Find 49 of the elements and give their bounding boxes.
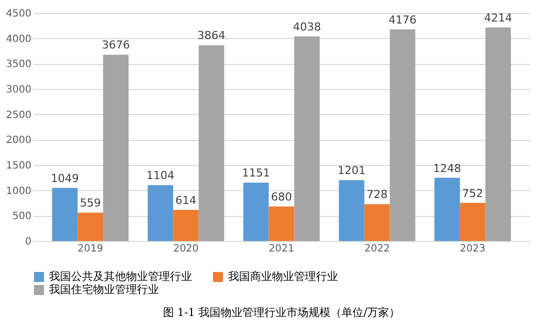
data-label: 752 [462,186,484,200]
bar [294,36,320,241]
data-label: 1049 [50,172,79,185]
bar [173,210,199,241]
bar [364,204,390,241]
legend-label: 我国商业物业管理行业 [228,270,338,283]
bar [198,45,224,241]
x-tick-label: 2020 [173,244,199,254]
y-tick-label: 1500 [6,160,32,172]
y-tick-label: 500 [12,211,32,222]
caption: 图 1-1 我国物业管理行业市场规模（单位/万家） [162,306,400,319]
data-label: 1104 [146,169,174,182]
data-label: 1151 [242,166,270,180]
data-label: 4038 [292,20,321,34]
data-label: 4176 [388,13,417,26]
bar [103,54,129,241]
y-tick-label: 1000 [6,186,32,197]
bar [52,188,78,241]
legend-label: 我国公共及其他物业管理行业 [49,270,192,283]
y-tick-label: 4500 [6,8,32,20]
data-label: 1248 [433,162,462,175]
data-label: 559 [80,196,101,210]
bar [390,29,416,241]
data-label: 614 [175,194,196,207]
x-tick-label: 2023 [460,244,486,254]
y-tick-label: 2500 [6,110,32,121]
bar [434,178,460,241]
x-tick-label: 2021 [268,244,294,254]
bar [268,206,294,241]
data-label: 4214 [484,11,512,24]
data-label: 3676 [102,38,130,52]
y-tick-label: 3500 [6,59,32,70]
bar [243,182,269,241]
x-tick-label: 2022 [364,244,390,254]
y-tick-label: 2000 [6,135,32,146]
y-tick-label: 0 [25,236,32,248]
y-tick-label: 3000 [6,84,32,96]
bar [485,27,511,241]
bar [460,202,486,241]
data-label: 680 [271,190,292,204]
bar [148,185,174,241]
bar [338,180,364,241]
data-label: 3864 [197,29,226,42]
data-label: 1201 [338,164,366,178]
bar [78,212,104,241]
x-tick-label: 2019 [78,244,104,254]
y-tick-label: 4000 [6,34,32,45]
legend-label: 我国住宅物业管理行业 [49,283,159,296]
data-label: 728 [366,188,388,202]
